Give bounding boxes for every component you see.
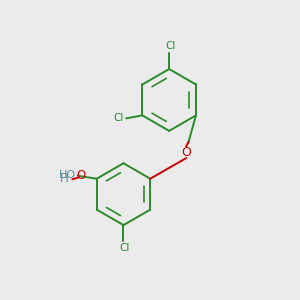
Text: H: H [60,172,69,185]
Text: Cl: Cl [120,243,130,253]
Text: HO: HO [59,170,76,180]
Text: Cl: Cl [113,113,124,123]
Text: Cl: Cl [165,41,176,51]
Text: O: O [76,169,86,182]
Text: O: O [181,146,191,159]
